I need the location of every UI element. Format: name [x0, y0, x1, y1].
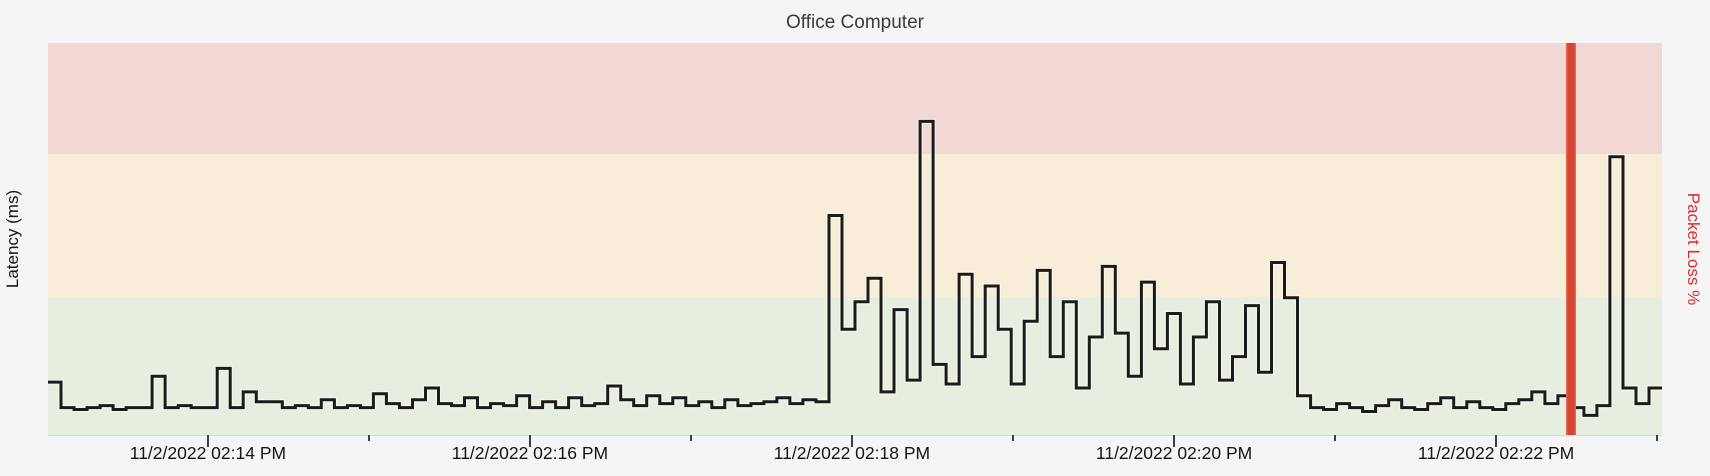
x-tick-minor — [367, 435, 370, 441]
x-axis-line — [48, 435, 1662, 436]
threshold-band-critical — [48, 43, 1662, 154]
x-tick-label: 11/2/2022 02:20 PM — [1095, 443, 1253, 463]
y-axis-label: Latency (ms) — [3, 189, 22, 289]
x-tick-minor — [1011, 435, 1014, 441]
right-axis-label: Packet Loss % — [1684, 192, 1703, 306]
x-tick-minor — [1333, 435, 1336, 441]
x-tick-major — [1495, 435, 1498, 447]
chart-title: Office Computer — [786, 12, 924, 33]
packet-loss-bar — [1566, 43, 1577, 435]
x-tick-major — [850, 435, 853, 447]
x-tick-label: 11/2/2022 02:22 PM — [1417, 443, 1575, 463]
x-tick-label: 11/2/2022 02:14 PM — [129, 443, 287, 463]
plot-area[interactable] — [48, 43, 1662, 435]
x-tick-minor — [1655, 435, 1658, 441]
x-tick-major — [1173, 435, 1176, 447]
latency-step-line — [48, 118, 1662, 419]
x-tick-major — [528, 435, 531, 447]
threshold-band-warning — [48, 153, 1662, 298]
x-tick-label: 11/2/2022 02:16 PM — [451, 443, 609, 463]
x-tick-major — [206, 435, 209, 447]
x-tick-label: 11/2/2022 02:18 PM — [773, 443, 931, 463]
x-tick-minor — [689, 435, 692, 441]
